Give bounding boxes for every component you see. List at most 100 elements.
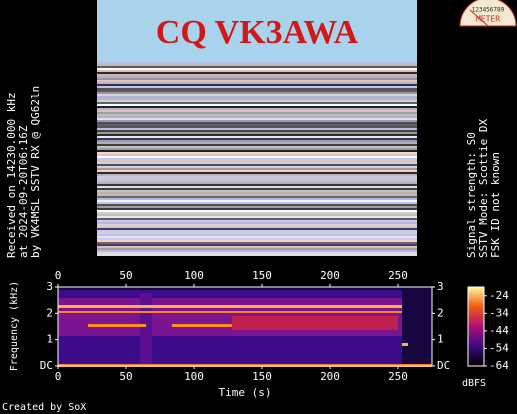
colorbar-tick-label: -24	[489, 289, 509, 302]
noise-line	[97, 250, 417, 252]
noise-line	[97, 170, 417, 172]
noise-line	[97, 212, 417, 214]
noise-line	[97, 218, 417, 220]
noise-line	[97, 106, 417, 108]
noise-line	[97, 234, 417, 236]
noise-line	[97, 228, 417, 230]
noise-line	[97, 194, 417, 196]
sstv-image: CQ VK3AWA	[97, 0, 417, 256]
noise-line	[97, 156, 417, 158]
noise-line	[97, 236, 417, 238]
x-axis-label: Time (s)	[219, 386, 272, 399]
tone-line	[172, 324, 232, 327]
noise-line	[97, 220, 417, 222]
meter-needle	[469, 9, 489, 27]
noise-line	[97, 146, 417, 148]
y-tick-label: 1	[437, 333, 444, 346]
noise-line	[97, 92, 417, 94]
noise-line	[97, 98, 417, 100]
noise-line	[97, 64, 417, 66]
noise-line	[97, 104, 417, 106]
x-tick-label: 0	[55, 269, 62, 282]
noise-line	[97, 172, 417, 174]
meter-icon: 123456789 METER	[459, 0, 517, 27]
noise-line	[97, 166, 417, 168]
info-line: FSK ID not known	[489, 152, 502, 258]
noise-line	[97, 82, 417, 84]
left-info: Received on 14230.000 kHz at 2024-09-20T0…	[5, 86, 42, 258]
x-tick-label: 50	[119, 269, 132, 282]
noise-line	[97, 86, 417, 88]
x-tick-label: 250	[388, 370, 408, 383]
y-axis-label: Frequency (kHz)	[9, 281, 20, 371]
tone-line	[88, 324, 146, 327]
noise-line	[97, 74, 417, 76]
noise-line	[97, 178, 417, 180]
x-tick-label: 150	[252, 269, 272, 282]
noise-line	[97, 130, 417, 132]
noise-line	[97, 232, 417, 234]
noise-line	[97, 124, 417, 126]
noise-line	[97, 72, 417, 74]
tone-line	[58, 305, 402, 308]
noise-line	[97, 206, 417, 208]
colorbar-tick-label: -44	[489, 324, 509, 337]
noise-line	[97, 222, 417, 224]
signal-band	[140, 293, 152, 366]
noise-line	[97, 238, 417, 240]
y-tick-label: 1	[46, 333, 53, 346]
noise-line	[97, 162, 417, 164]
noise-lines	[97, 62, 417, 256]
info-line: SSTV Mode: Scottie DX	[477, 119, 490, 258]
noise-line	[97, 112, 417, 114]
noise-line	[97, 70, 417, 72]
y-tick-label: 3	[437, 280, 444, 293]
noise-line	[97, 200, 417, 202]
noise-line	[97, 160, 417, 162]
noise-line	[97, 118, 417, 120]
y-tick-label: 2	[437, 306, 444, 319]
noise-line	[97, 204, 417, 206]
noise-line	[97, 168, 417, 170]
noise-line	[97, 110, 417, 112]
noise-line	[97, 192, 417, 194]
info-line: Signal strength: S0	[465, 132, 478, 258]
colorbar-tick-label: -34	[489, 306, 509, 319]
noise-line	[97, 174, 417, 176]
noise-line	[97, 140, 417, 142]
x-tick-label: 0	[55, 370, 62, 383]
noise-line	[97, 94, 417, 96]
noise-line	[97, 136, 417, 138]
colorbar	[467, 286, 485, 367]
noise-line	[97, 150, 417, 152]
noise-line	[97, 154, 417, 156]
noise-line	[97, 252, 417, 254]
x-tick-label: 250	[388, 269, 408, 282]
noise-line	[97, 144, 417, 146]
noise-line	[97, 116, 417, 118]
x-tick-label: 100	[184, 370, 204, 383]
noise-line	[97, 132, 417, 134]
noise-line	[97, 182, 417, 184]
spectrogram-plot	[57, 286, 485, 367]
noise-line	[97, 208, 417, 210]
noise-line	[97, 66, 417, 68]
noise-line	[97, 198, 417, 200]
noise-line	[97, 240, 417, 242]
noise-line	[97, 226, 417, 228]
noise-line	[97, 128, 417, 130]
noise-line	[97, 230, 417, 232]
noise-line	[97, 148, 417, 150]
colorbar-tick-label: -64	[489, 359, 509, 372]
noise-line	[97, 100, 417, 102]
noise-line	[97, 246, 417, 248]
noise-line	[97, 80, 417, 82]
signal-band	[232, 316, 398, 330]
noise-line	[97, 62, 417, 64]
noise-line	[97, 210, 417, 212]
noise-line	[97, 126, 417, 128]
noise-line	[97, 216, 417, 218]
meter-label: METER	[476, 15, 500, 24]
noise-line	[97, 76, 417, 78]
noise-line	[97, 242, 417, 244]
